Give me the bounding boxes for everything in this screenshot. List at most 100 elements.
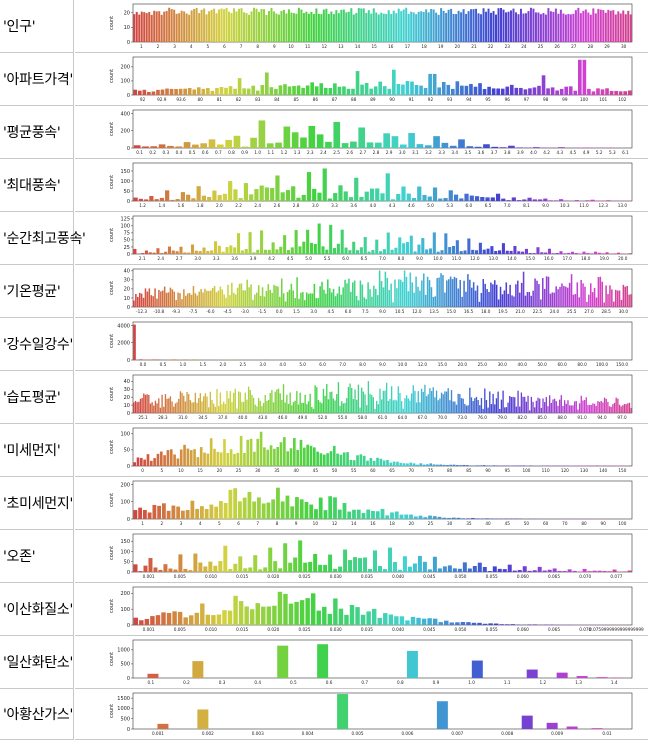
histogram-bar <box>253 7 256 42</box>
histogram-bar <box>442 566 447 572</box>
histogram-bar <box>209 290 212 307</box>
histogram-bar <box>328 288 331 307</box>
histogram-bar <box>299 392 301 413</box>
x-tick-label: 0.025 <box>299 627 311 632</box>
histogram-bar <box>423 517 428 519</box>
x-tick-label: 0.6 <box>202 150 209 155</box>
histogram-bar <box>329 224 333 254</box>
histogram-bar <box>288 603 294 625</box>
histogram-bar <box>432 232 436 254</box>
histogram-bar <box>562 465 566 466</box>
histogram-bar <box>312 447 316 466</box>
histogram-bar <box>455 240 459 254</box>
x-tick-label: 0.0 <box>276 309 283 314</box>
histogram-bar <box>421 238 425 254</box>
y-axis-label: count <box>109 281 115 295</box>
histogram-bar <box>267 11 270 42</box>
histogram-bar <box>375 142 382 148</box>
histogram-bar <box>319 453 323 466</box>
histogram-bar <box>389 462 393 466</box>
histogram-bar <box>318 497 323 519</box>
histogram-bar <box>376 400 378 413</box>
histogram-bar <box>296 85 301 95</box>
histogram-bar <box>188 394 190 413</box>
histogram-bar <box>391 136 399 148</box>
histogram-bar <box>570 251 575 254</box>
histogram-bar <box>169 287 172 307</box>
histogram-bar <box>470 9 473 42</box>
histogram-bar <box>476 285 479 307</box>
histogram-bar <box>417 186 422 201</box>
y-tick-label: 50 <box>124 189 130 195</box>
histogram-bar <box>465 405 468 413</box>
histogram-bar <box>424 294 427 307</box>
histogram-bar <box>263 296 266 307</box>
histogram-bar <box>409 235 413 254</box>
histogram-bar <box>362 455 366 466</box>
histogram-bar <box>362 391 365 413</box>
histogram-bar <box>327 13 330 42</box>
histogram-bar <box>218 406 220 413</box>
histogram-bar <box>238 601 244 625</box>
histogram-bar <box>567 569 572 572</box>
histogram-bar <box>210 250 214 254</box>
histogram-bar <box>334 400 336 413</box>
histogram-bar <box>437 14 440 42</box>
histogram-bar <box>620 406 622 413</box>
x-tick-label: 79.0 <box>498 415 508 420</box>
histogram-bar <box>138 292 141 307</box>
histogram-bar <box>495 284 498 307</box>
x-tick-label: 30 <box>447 521 453 526</box>
x-tick-label: 3.0 <box>312 203 319 208</box>
histogram-bar <box>355 295 358 307</box>
histogram-bar <box>221 289 224 307</box>
histogram-bar <box>471 249 475 254</box>
x-tick-label: 15.0 <box>438 362 448 367</box>
histogram-bar <box>561 283 563 307</box>
histogram-bar <box>542 13 545 42</box>
histogram-bar <box>366 142 374 148</box>
y-tick-label: 20 <box>124 11 130 17</box>
histogram-bar <box>622 10 625 42</box>
histogram-bar <box>430 391 433 413</box>
histogram-bar <box>485 518 489 519</box>
x-tick-label: 12.0 <box>412 309 422 314</box>
histogram-bar <box>445 13 448 42</box>
histogram-bar <box>380 508 385 519</box>
histogram-bar <box>146 394 148 413</box>
histogram-bar <box>214 406 216 413</box>
histogram-bar <box>287 86 292 95</box>
histogram-bar <box>475 396 478 413</box>
histogram-bar <box>276 446 280 466</box>
histogram-bar <box>615 397 617 413</box>
x-tick-label: 52.0 <box>318 415 328 420</box>
histogram-bar <box>618 404 621 413</box>
histogram-bar <box>447 388 449 413</box>
histogram-bar <box>347 11 350 42</box>
histogram-bar <box>405 620 410 625</box>
y-tick-label: 40 <box>124 269 130 275</box>
x-tick-label: 85.0 <box>538 415 548 420</box>
histogram-bar <box>512 8 515 43</box>
histogram-bar <box>336 293 339 307</box>
histogram-bar <box>172 611 177 625</box>
histogram-bar <box>173 291 176 307</box>
histogram-bar <box>138 198 143 201</box>
histogram-cell: count 0 500 1000 0.1 0.2 0.3 0.4 0.5 0.6 0.7 0.8 0.9… <box>75 636 648 689</box>
histogram-bar <box>335 10 338 42</box>
histogram-bar <box>356 455 359 466</box>
histogram-bar <box>163 455 166 466</box>
histogram-bar <box>497 391 499 413</box>
x-tick-label: 0.030 <box>330 627 342 632</box>
y-tick-label: 0 <box>127 40 130 46</box>
histogram-bar <box>360 614 366 625</box>
histogram-bar <box>332 445 336 466</box>
histogram-bar <box>586 301 588 307</box>
x-tick-label: 16.0 <box>544 256 554 261</box>
x-tick-label: 50 <box>524 521 530 526</box>
y-tick-label: 125 <box>120 217 130 223</box>
histogram-bar <box>532 290 534 307</box>
histogram-bar <box>312 14 315 42</box>
histogram-bar <box>427 394 429 413</box>
